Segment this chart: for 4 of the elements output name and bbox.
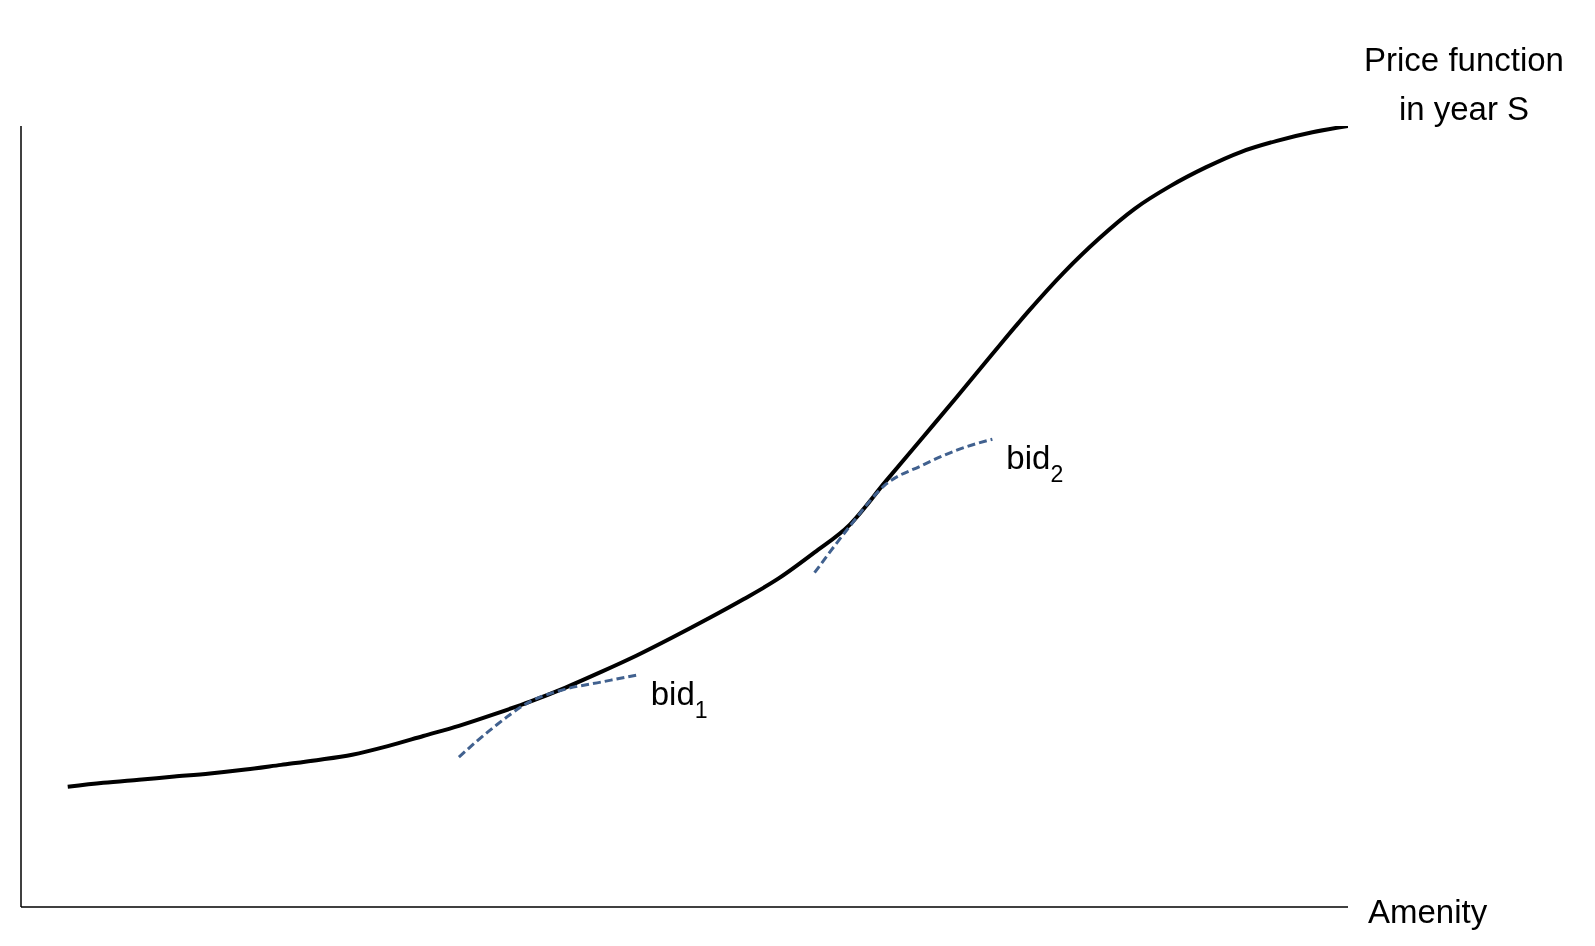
series-label: bid$_{1}$ — [650, 675, 708, 724]
series-label: bid$_{2}$ — [1006, 439, 1064, 488]
x-axis-title: Amenity — [1368, 893, 1488, 930]
series-label: Price function in year S — [1364, 41, 1564, 127]
